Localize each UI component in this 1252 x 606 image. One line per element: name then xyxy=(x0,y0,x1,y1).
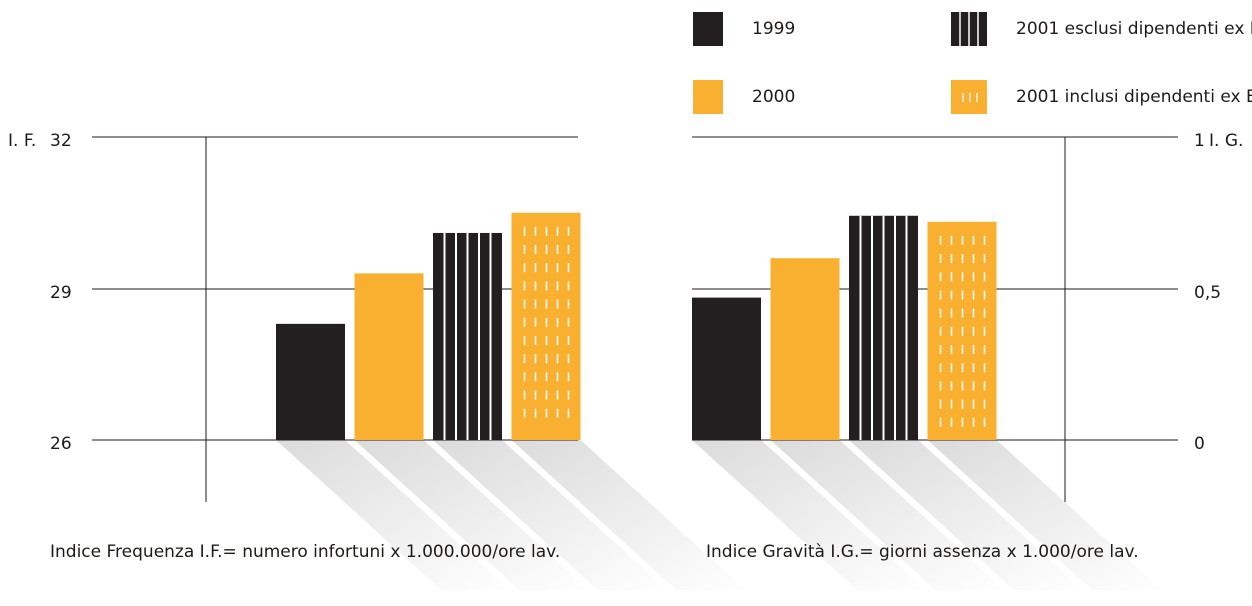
if-bars xyxy=(276,212,581,440)
legend-label-1999: 1999 xyxy=(752,19,795,39)
legend-label-2000: 2000 xyxy=(752,87,795,107)
legend-item-2000: 2000 xyxy=(693,80,795,114)
ig-bar-2001-inclusi xyxy=(927,221,997,440)
if-bar-2001-inclusi xyxy=(511,212,581,440)
ig-shadow-2001-esclusi xyxy=(849,440,1083,590)
legend: 1999 2000 2001 esclusi dipendenti ex Ene… xyxy=(693,12,1252,114)
legend-label-2001-inclusi: 2001 inclusi dipendenti ex Enel xyxy=(1016,87,1252,107)
ig-tick-0-5: 0,5 xyxy=(1194,283,1221,303)
if-shadow-2001-esclusi xyxy=(433,440,667,590)
if-shadow-1999 xyxy=(276,440,510,590)
if-caption: Indice Frequenza I.F.= numero infortuni … xyxy=(50,542,560,562)
if-shadow-2001-inclusi xyxy=(511,440,746,590)
ig-caption: Indice Gravità I.G.= giorni assenza x 1.… xyxy=(706,542,1139,562)
if-bar-2001-esclusi xyxy=(433,232,502,440)
ig-shadow-2001-inclusi xyxy=(927,440,1162,590)
if-axis-label: I. F. xyxy=(8,131,36,151)
ig-bars xyxy=(692,215,997,440)
legend-item-2001-esclusi: 2001 esclusi dipendenti ex Enel xyxy=(951,12,1252,46)
ig-bar-2000 xyxy=(770,258,840,440)
ig-axis-label: I. G. xyxy=(1209,131,1243,151)
if-bar-2000 xyxy=(354,273,424,440)
ig-bar-2001-esclusi xyxy=(849,215,918,440)
if-shadow-2000 xyxy=(354,440,589,590)
ig-shadow-1999 xyxy=(692,440,926,590)
ig-bar-1999 xyxy=(692,297,761,440)
ig-shadow-2000 xyxy=(770,440,1005,590)
if-bar-1999 xyxy=(276,323,345,440)
ig-chart: 1 I. G. 0,5 0 Indice Gravità I.G.= giorn… xyxy=(692,131,1243,562)
legend-swatch-2001-esclusi xyxy=(951,12,987,46)
ig-tick-0: 0 xyxy=(1194,434,1205,454)
legend-item-2001-inclusi: 2001 inclusi dipendenti ex Enel xyxy=(951,80,1252,114)
ig-tick-1: 1 xyxy=(1194,131,1205,151)
if-tick-32: 32 xyxy=(50,131,72,151)
legend-swatch-2000 xyxy=(693,80,723,114)
bar-shadows xyxy=(276,440,1162,590)
legend-item-1999: 1999 xyxy=(693,12,795,46)
if-chart: I. F. 32 29 26 Indice Frequenza I.F.= nu… xyxy=(8,131,581,562)
legend-swatch-2001-inclusi xyxy=(951,80,987,114)
legend-swatch-1999 xyxy=(693,12,723,46)
legend-label-2001-esclusi: 2001 esclusi dipendenti ex Enel xyxy=(1016,19,1252,39)
if-tick-26: 26 xyxy=(50,434,72,454)
if-tick-29: 29 xyxy=(50,283,72,303)
